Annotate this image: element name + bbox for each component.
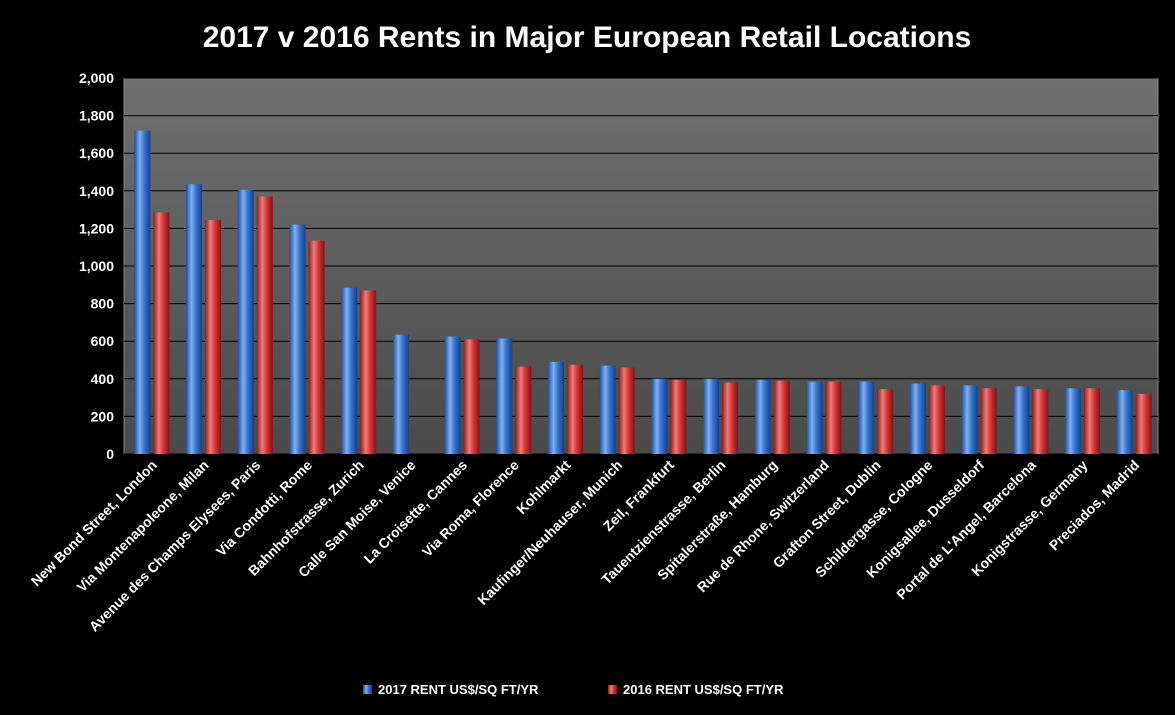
y-tick-label: 2,000 [79,70,114,86]
bar-2017 [961,385,978,454]
bar-2017 [806,381,823,454]
legend-swatch-2017 [363,685,372,694]
x-category-label: Via Condotti, Rome [213,457,316,560]
y-tick-label: 0 [106,446,114,462]
bar-2016 [670,379,687,454]
legend: 2017 RENT US$/SQ FT/YR 2016 RENT US$/SQ … [363,682,784,697]
bar-2016 [825,381,842,454]
bar-2017 [599,365,616,454]
bar-2016 [153,212,170,454]
legend-swatch-2016 [608,685,617,694]
y-tick-label: 1,200 [79,220,114,236]
y-tick-label: 400 [91,371,115,387]
bar-2016 [980,388,997,454]
bar-2017 [289,224,306,454]
bar-2017 [444,336,461,454]
bar-2017 [392,334,409,454]
bar-2016 [360,290,377,454]
bar-2016 [463,339,480,454]
bar-2017 [1013,386,1030,454]
x-category-label: Via Roma, Florence [419,457,522,560]
bars [134,130,1152,455]
y-tick-label: 200 [91,408,115,424]
bar-2017 [651,378,668,454]
bar-2017 [547,361,564,454]
bar-2016 [566,364,583,454]
legend-label-2017: 2017 RENT US$/SQ FT/YR [378,682,539,697]
bar-2017 [496,338,513,454]
y-tick-label: 1,400 [79,183,114,199]
bar-2016 [722,382,739,454]
bar-2016 [877,389,894,454]
bar-2017 [1116,390,1133,454]
bar-2017 [754,379,771,454]
bar-2017 [858,381,875,454]
bar-2017 [703,378,720,454]
bar-2016 [928,385,945,454]
bar-2016 [205,219,222,454]
x-category-label: Preciados, Madrid [1046,457,1143,554]
bar-2016 [1083,388,1100,454]
bar-2016 [1135,393,1152,454]
bar-2016 [308,240,325,454]
bar-2016 [1032,389,1049,454]
y-tick-label: 800 [91,296,115,312]
bar-2016 [515,366,532,454]
y-tick-label: 1,000 [79,258,114,274]
bar-2017 [237,189,254,455]
bar-2016 [256,196,273,454]
y-tick-label: 1,800 [79,108,114,124]
x-category-label: La Croisette, Cannes [360,457,470,567]
y-tick-label: 600 [91,333,115,349]
bar-2017 [134,130,151,454]
bar-2017 [186,184,203,454]
bar-2017 [341,287,358,454]
bar-2016 [773,380,790,454]
bar-2017 [909,383,926,454]
bar-2017 [1064,388,1081,454]
y-tick-label: 1,600 [79,145,114,161]
bar-2016 [618,367,635,454]
legend-label-2016: 2016 RENT US$/SQ FT/YR [623,682,784,697]
chart-title: 2017 v 2016 Rents in Major European Reta… [203,21,972,54]
y-axis: 0 200 400 600 800 1,000 1,200 1,400 1,600 1,800 2,… [79,70,114,462]
